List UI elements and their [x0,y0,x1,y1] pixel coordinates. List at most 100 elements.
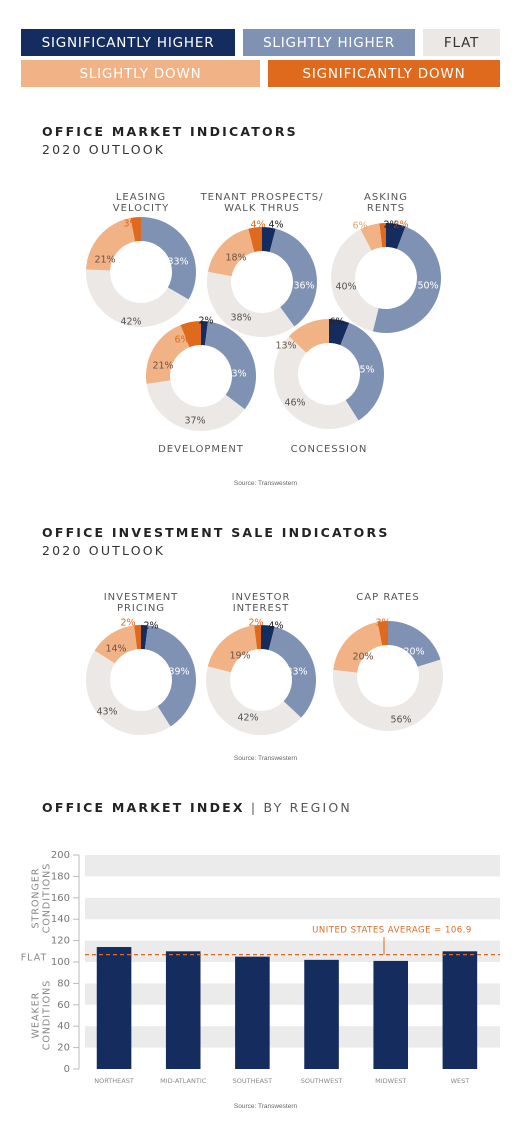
donut-slice [180,321,201,348]
slice-label: 2% [248,618,263,629]
slice-label: 43% [96,707,117,718]
slice-label: 4% [268,621,283,632]
donut-title: LEASING [116,192,166,203]
bar-southwest [304,959,339,1069]
slice-label: 3% [375,618,390,629]
legend-flat: FLAT [423,29,500,56]
donut-slice [144,625,196,727]
donut-slice [269,228,317,327]
side-label-line: CONDITIONS [42,980,53,1051]
y-tick-label: 180 [51,871,70,882]
donut-title: DEVELOPMENT [158,444,244,455]
average-label: UNITED STATES AVERAGE = 106.9 [312,926,472,936]
bar-west [442,951,478,1069]
slice-label: 42% [237,713,258,724]
donut-slice [377,621,388,646]
bar-northeast [96,947,132,1069]
index-title-divider: | [244,800,264,815]
y-tick-label: 60 [57,1000,70,1011]
slice-label: 2% [383,220,398,231]
index-title-main: OFFICE MARKET INDEX [42,800,245,815]
slice-label: 13% [275,341,296,352]
donut-slice [333,621,383,673]
flat-label: FLAT [21,953,48,964]
donut-slice [261,625,275,650]
slice-label: 19% [229,651,250,662]
y-tick-label: 140 [51,914,70,925]
grid-band [85,983,500,1005]
slice-label: 21% [152,361,173,372]
side-label-line: STRONGER [31,868,42,929]
donut-slice [268,626,316,718]
x-tick-label: WEST [451,1077,470,1085]
slice-label: 37% [184,416,205,427]
slice-label: 40% [335,282,356,293]
donut-slice [141,217,196,300]
grid-band [85,1026,500,1048]
grid-band [85,855,500,877]
donut-slice [86,217,136,271]
x-tick-label: NORTHEAST [94,1077,134,1085]
slice-label: 33% [286,667,307,678]
legend-slightly-higher: SLIGHTLY HIGHER [243,29,415,56]
donut-slice [388,621,441,667]
slice-label: 2% [120,618,135,629]
donut-tenant-prospects-walk-thrus [206,227,317,337]
slice-label: 2% [198,316,213,327]
donut-slice [146,380,245,431]
slice-label: 20% [403,647,424,658]
donut-title: CONCESSION [291,444,368,455]
market-section-subtitle: 2020 OUTLOOK [42,142,166,157]
bar-southeast [235,956,270,1069]
donut-slice [201,321,208,346]
market-source: Source: Transwestern [233,480,298,487]
investment-section-title: OFFICE INVESTMENT SALE INDICATORS [42,525,390,540]
donut-slice [207,625,258,673]
donut-slice [206,666,302,735]
slice-label: 36% [293,281,314,292]
donut-slice [262,227,276,252]
slice-label: 4% [250,220,265,231]
slice-label: 4% [268,220,283,231]
slice-label: 46% [284,398,305,409]
slice-label: 39% [168,667,189,678]
index-section-title: OFFICE MARKET INDEX | BY REGION [42,800,352,815]
slice-label: 2% [143,621,158,632]
donut-slice [86,650,171,735]
donut-investment-pricing [86,624,196,735]
donut-slice [379,223,386,248]
index-source: Source: Transwestern [233,1103,298,1110]
slice-label: 6% [174,335,189,346]
side-label-line: CONDITIONS [42,863,53,934]
donut-title: CAP RATES [356,592,419,603]
weaker-label: WEAKER CONDITIONS [31,980,53,1051]
donut-title: PRICING [117,603,165,614]
donut-slice [386,223,406,250]
y-tick-label: 20 [57,1043,70,1054]
market-section-title: OFFICE MARKET INDICATORS [42,124,298,139]
grid-band [85,940,500,962]
donut-title: TENANT PROSPECTS/ [200,192,324,203]
slice-label: 2% [393,220,408,231]
investment-section-subtitle: 2020 OUTLOOK [42,543,166,558]
x-tick-label: MID-ATLANTIC [160,1077,207,1085]
donut-leasing-velocity [85,217,196,327]
slice-label: 38% [230,313,251,324]
y-tick-label: 80 [57,978,70,989]
donut-title: INVESTMENT [104,592,179,603]
y-tick-label: 0 [64,1064,70,1075]
slice-label: 50% [417,281,438,292]
slice-label: 42% [120,317,141,328]
grid-band [85,897,500,920]
donut-title: ASKING [364,192,408,203]
slice-label: 33% [225,369,246,380]
donut-slice [340,322,384,421]
donut-slice [204,321,257,410]
bar-midwest [373,960,409,1069]
slice-label: 14% [105,644,126,655]
donut-slice [85,269,189,327]
donut-slice [360,223,383,251]
slice-label: 6% [329,317,344,328]
